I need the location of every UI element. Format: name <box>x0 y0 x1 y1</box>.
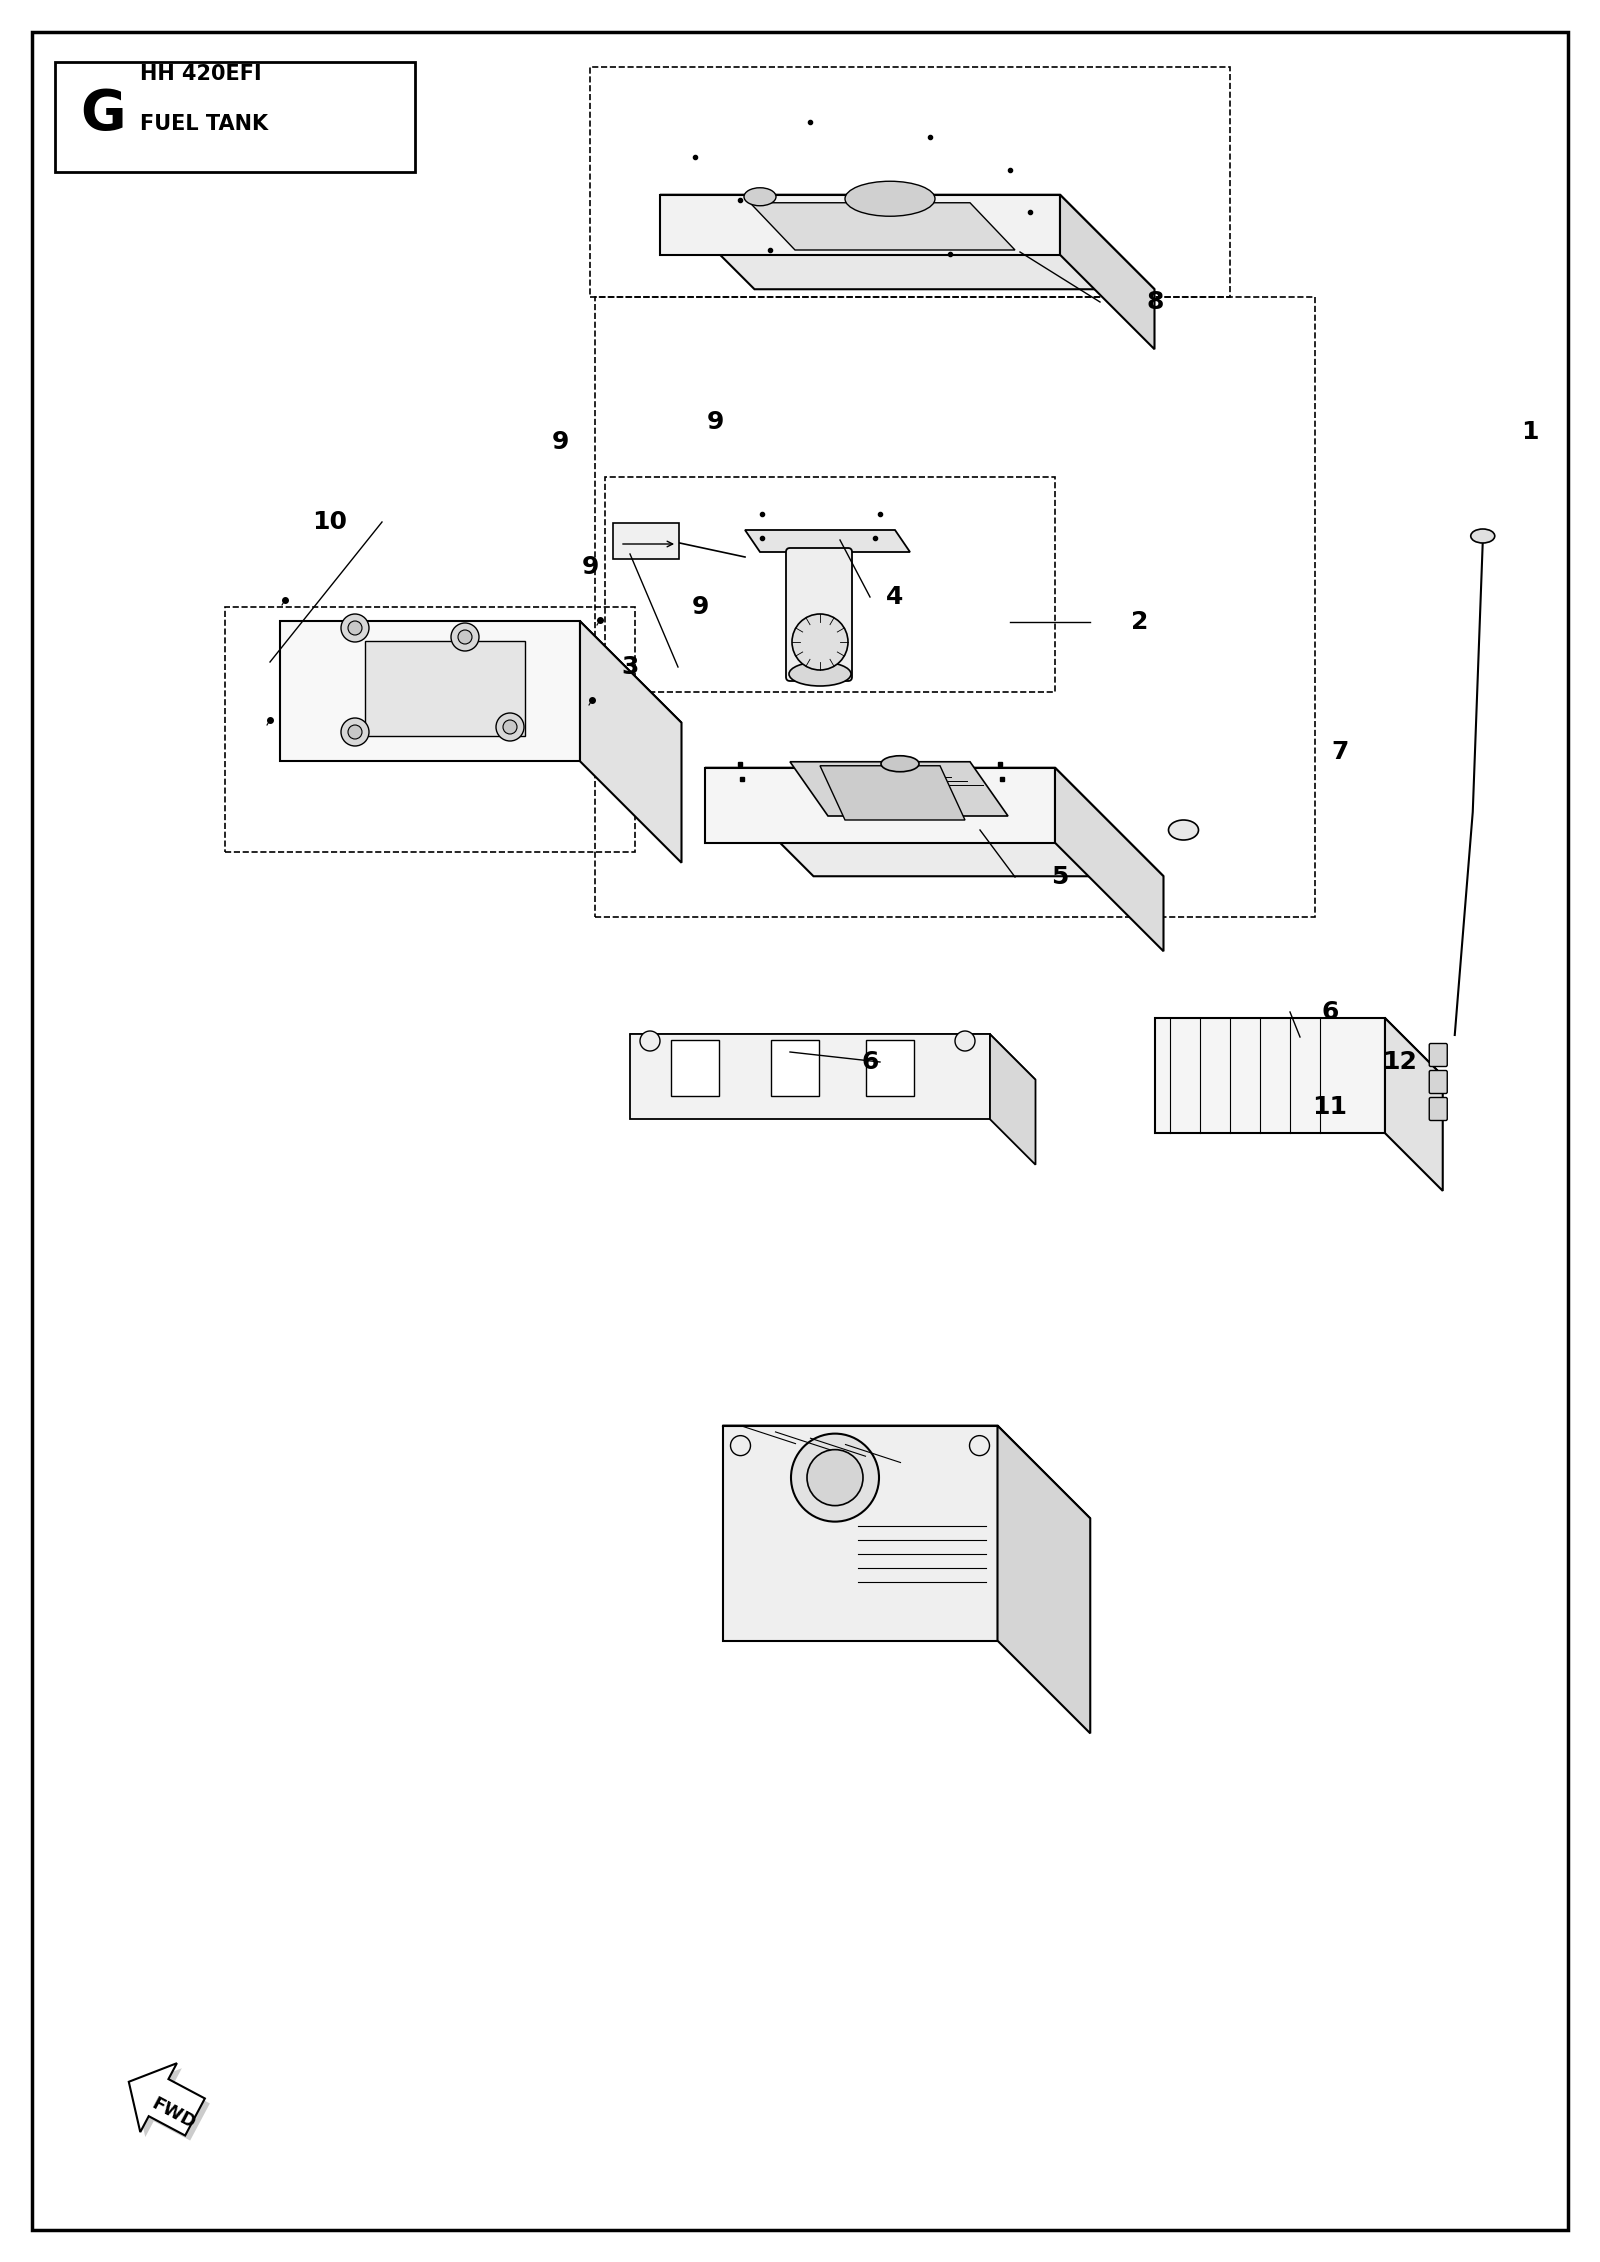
Ellipse shape <box>845 181 934 217</box>
Text: 5: 5 <box>1051 864 1069 889</box>
Text: 8: 8 <box>1146 290 1163 314</box>
Text: 9: 9 <box>552 430 568 455</box>
FancyBboxPatch shape <box>1429 1043 1448 1065</box>
Text: 9: 9 <box>691 595 709 620</box>
Polygon shape <box>746 529 910 552</box>
Ellipse shape <box>789 663 851 685</box>
Polygon shape <box>661 195 1155 290</box>
Polygon shape <box>819 767 965 821</box>
FancyBboxPatch shape <box>1429 1070 1448 1093</box>
Polygon shape <box>723 1425 1090 1518</box>
Polygon shape <box>706 767 1163 875</box>
Circle shape <box>731 1436 750 1457</box>
Polygon shape <box>997 1425 1090 1733</box>
Polygon shape <box>1054 767 1163 952</box>
Circle shape <box>458 631 472 645</box>
Polygon shape <box>661 195 1059 256</box>
Circle shape <box>451 622 478 651</box>
Bar <box>226 606 635 853</box>
Text: 2: 2 <box>1131 611 1149 633</box>
Polygon shape <box>579 622 682 862</box>
Text: 6: 6 <box>861 1050 878 1074</box>
Polygon shape <box>990 1034 1035 1165</box>
Bar <box>605 477 1054 692</box>
FancyBboxPatch shape <box>866 1041 914 1097</box>
Text: 3: 3 <box>621 656 638 679</box>
Ellipse shape <box>744 188 776 206</box>
Circle shape <box>496 713 525 742</box>
Circle shape <box>790 1434 878 1522</box>
Text: 1: 1 <box>1522 421 1539 443</box>
Polygon shape <box>723 1425 997 1640</box>
Polygon shape <box>134 2067 210 2140</box>
Text: 11: 11 <box>1312 1095 1347 1120</box>
Circle shape <box>341 717 370 746</box>
Circle shape <box>341 613 370 642</box>
Polygon shape <box>1155 1018 1443 1077</box>
Circle shape <box>955 1031 974 1052</box>
Polygon shape <box>1386 1018 1443 1190</box>
Ellipse shape <box>1168 821 1198 839</box>
Polygon shape <box>280 622 682 724</box>
Polygon shape <box>790 762 1008 817</box>
Circle shape <box>970 1436 989 1457</box>
Polygon shape <box>1155 1018 1386 1133</box>
Circle shape <box>502 719 517 733</box>
Text: 9: 9 <box>581 554 598 579</box>
Circle shape <box>349 726 362 740</box>
Text: G: G <box>80 86 126 140</box>
Bar <box>590 68 1230 296</box>
FancyBboxPatch shape <box>786 547 851 681</box>
Circle shape <box>806 1450 862 1506</box>
Polygon shape <box>365 640 525 735</box>
FancyBboxPatch shape <box>613 523 678 559</box>
Text: 10: 10 <box>312 509 347 534</box>
Text: 7: 7 <box>1331 740 1349 765</box>
FancyBboxPatch shape <box>1429 1097 1448 1120</box>
Bar <box>595 296 1315 916</box>
Ellipse shape <box>882 756 918 771</box>
Polygon shape <box>630 1034 1035 1079</box>
Text: 12: 12 <box>1382 1050 1418 1074</box>
Polygon shape <box>750 204 1014 251</box>
Circle shape <box>349 622 362 636</box>
Circle shape <box>792 613 848 670</box>
Text: FWD: FWD <box>149 2095 198 2133</box>
Text: FUEL TANK: FUEL TANK <box>141 113 269 133</box>
FancyBboxPatch shape <box>670 1041 718 1097</box>
Polygon shape <box>706 767 1054 844</box>
Text: 9: 9 <box>706 409 723 434</box>
Polygon shape <box>630 1034 990 1120</box>
Ellipse shape <box>1470 529 1494 543</box>
FancyBboxPatch shape <box>771 1041 819 1097</box>
Circle shape <box>640 1031 661 1052</box>
Text: 6: 6 <box>1322 1000 1339 1025</box>
Text: HH 420EFI: HH 420EFI <box>141 63 262 84</box>
Polygon shape <box>280 622 579 762</box>
Text: 4: 4 <box>886 586 904 608</box>
Bar <box>54 61 414 172</box>
Polygon shape <box>128 2063 205 2135</box>
Polygon shape <box>1059 195 1155 348</box>
